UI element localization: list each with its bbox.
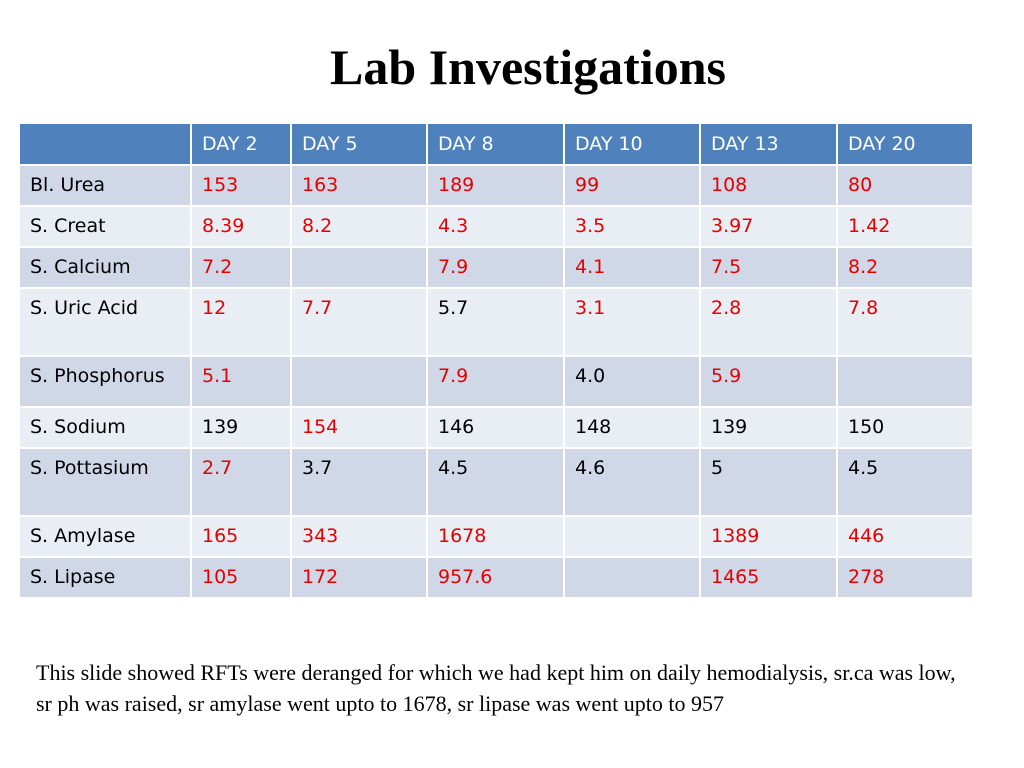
lab-value-cell: 163 xyxy=(290,164,428,207)
lab-value-cell: 7.9 xyxy=(426,355,565,408)
lab-value-cell: 3.5 xyxy=(563,205,701,248)
lab-value-cell: 5.1 xyxy=(190,355,292,408)
parameter-label: Bl. Urea xyxy=(18,164,192,207)
lab-value-cell: 146 xyxy=(426,406,565,449)
lab-value-cell: 4.5 xyxy=(426,447,565,517)
day-header: DAY 5 xyxy=(290,122,428,166)
table-row: S. Uric Acid 12 7.7 5.7 3.1 2.8 7.8 xyxy=(18,287,974,357)
lab-value-cell: 2.7 xyxy=(190,447,292,517)
lab-value-cell: 8.2 xyxy=(836,246,974,289)
slide-title: Lab Investigations xyxy=(330,39,726,95)
slide-note: This slide showed RFTs were deranged for… xyxy=(36,660,956,716)
lab-value-cell: 3.1 xyxy=(563,287,701,357)
lab-value-cell: 446 xyxy=(836,515,974,558)
lab-value-cell xyxy=(290,355,428,408)
lab-value-cell: 189 xyxy=(426,164,565,207)
parameter-label: S. Phosphorus xyxy=(18,355,192,408)
lab-value-cell: 4.1 xyxy=(563,246,701,289)
lab-value-cell: 7.7 xyxy=(290,287,428,357)
lab-value-cell: 957.6 xyxy=(426,556,565,599)
table-header-row: DAY 2 DAY 5 DAY 8 DAY 10 DAY 13 DAY 20 xyxy=(18,122,974,166)
parameter-label: S. Amylase xyxy=(18,515,192,558)
lab-value-cell: 278 xyxy=(836,556,974,599)
lab-value-cell: 139 xyxy=(699,406,838,449)
lab-value-cell: 154 xyxy=(290,406,428,449)
lab-value-cell: 8.2 xyxy=(290,205,428,248)
lab-value-cell xyxy=(290,246,428,289)
lab-value-cell xyxy=(563,515,701,558)
lab-value-cell: 3.7 xyxy=(290,447,428,517)
table-row: S. Sodium 139 154 146 148 139 150 xyxy=(18,406,974,449)
day-header: DAY 2 xyxy=(190,122,292,166)
parameter-label: S. Pottasium xyxy=(18,447,192,517)
lab-value-cell: 7.8 xyxy=(836,287,974,357)
table-row: S. Amylase 165 343 1678 1389 446 xyxy=(18,515,974,558)
lab-value-cell: 5 xyxy=(699,447,838,517)
lab-value-cell: 1465 xyxy=(699,556,838,599)
lab-value-cell: 4.6 xyxy=(563,447,701,517)
table-row: Bl. Urea 153 163 189 99 108 80 xyxy=(18,164,974,207)
lab-value-cell xyxy=(836,355,974,408)
lab-value-cell: 150 xyxy=(836,406,974,449)
lab-value-cell: 105 xyxy=(190,556,292,599)
lab-value-cell: 172 xyxy=(290,556,428,599)
lab-value-cell: 1678 xyxy=(426,515,565,558)
parameter-label: S. Uric Acid xyxy=(18,287,192,357)
lab-value-cell: 5.7 xyxy=(426,287,565,357)
table-row: S. Calcium 7.2 7.9 4.1 7.5 8.2 xyxy=(18,246,974,289)
lab-value-cell: 1389 xyxy=(699,515,838,558)
day-header: DAY 20 xyxy=(836,122,974,166)
lab-value-cell: 148 xyxy=(563,406,701,449)
parameter-label: S. Creat xyxy=(18,205,192,248)
table-row: S. Phosphorus 5.1 7.9 4.0 5.9 xyxy=(18,355,974,408)
lab-value-cell: 4.5 xyxy=(836,447,974,517)
lab-value-cell: 5.9 xyxy=(699,355,838,408)
table-row: S. Pottasium 2.7 3.7 4.5 4.6 5 4.5 xyxy=(18,447,974,517)
lab-value-cell: 1.42 xyxy=(836,205,974,248)
lab-value-cell: 4.3 xyxy=(426,205,565,248)
lab-value-cell: 99 xyxy=(563,164,701,207)
lab-value-cell: 12 xyxy=(190,287,292,357)
lab-value-cell: 8.39 xyxy=(190,205,292,248)
lab-value-cell: 7.9 xyxy=(426,246,565,289)
lab-value-cell: 2.8 xyxy=(699,287,838,357)
lab-value-cell: 4.0 xyxy=(563,355,701,408)
day-header: DAY 10 xyxy=(563,122,701,166)
lab-investigations-table: DAY 2 DAY 5 DAY 8 DAY 10 DAY 13 DAY 20 B… xyxy=(18,122,974,599)
parameter-label: S. Lipase xyxy=(18,556,192,599)
table-row: S. Creat 8.39 8.2 4.3 3.5 3.97 1.42 xyxy=(18,205,974,248)
parameter-label: S. Calcium xyxy=(18,246,192,289)
lab-value-cell: 139 xyxy=(190,406,292,449)
header-corner-cell xyxy=(18,122,192,166)
lab-value-cell: 343 xyxy=(290,515,428,558)
parameter-label: S. Sodium xyxy=(18,406,192,449)
lab-value-cell: 3.97 xyxy=(699,205,838,248)
lab-value-cell: 153 xyxy=(190,164,292,207)
lab-value-cell: 7.5 xyxy=(699,246,838,289)
lab-value-cell: 165 xyxy=(190,515,292,558)
lab-value-cell: 80 xyxy=(836,164,974,207)
lab-value-cell: 108 xyxy=(699,164,838,207)
lab-value-cell: 7.2 xyxy=(190,246,292,289)
lab-value-cell xyxy=(563,556,701,599)
day-header: DAY 13 xyxy=(699,122,838,166)
table-row: S. Lipase 105 172 957.6 1465 278 xyxy=(18,556,974,599)
day-header: DAY 8 xyxy=(426,122,565,166)
